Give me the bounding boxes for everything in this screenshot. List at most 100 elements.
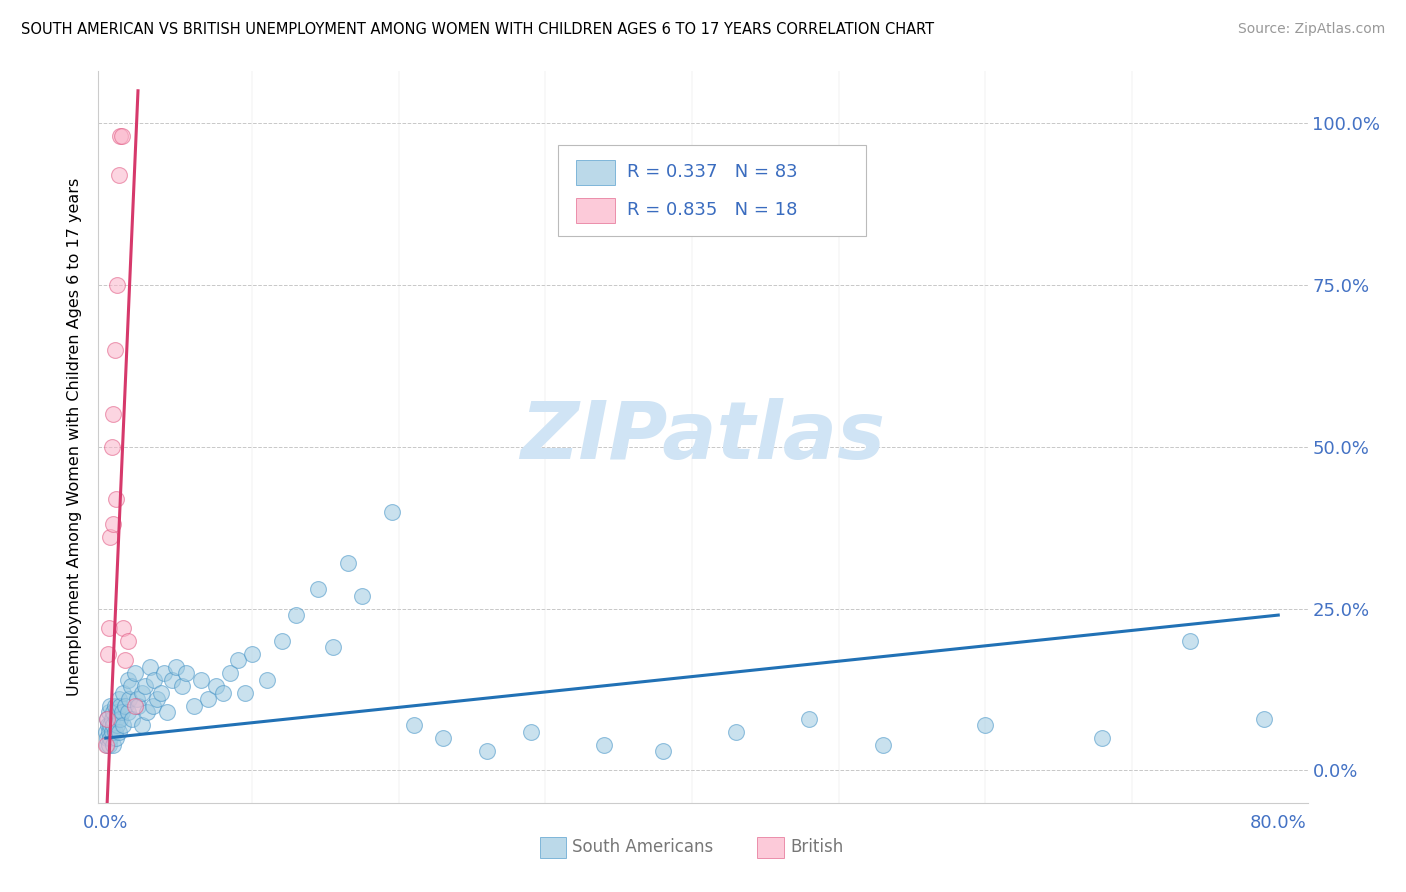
Point bbox=[97, 621, 120, 635]
Point bbox=[97, 724, 120, 739]
Point bbox=[110, 712, 132, 726]
Bar bbox=[576, 160, 614, 185]
Point bbox=[96, 738, 118, 752]
Point bbox=[190, 673, 212, 687]
Bar bbox=[758, 838, 785, 858]
Point bbox=[593, 738, 616, 752]
Point bbox=[117, 634, 139, 648]
Point bbox=[143, 673, 166, 687]
Y-axis label: Unemployment Among Women with Children Ages 6 to 17 years: Unemployment Among Women with Children A… bbox=[67, 178, 83, 696]
Point bbox=[117, 673, 139, 687]
Point bbox=[380, 504, 402, 518]
Point bbox=[651, 744, 673, 758]
Point bbox=[98, 731, 121, 745]
Point bbox=[97, 738, 120, 752]
Point bbox=[125, 692, 148, 706]
Point bbox=[105, 731, 128, 745]
Point bbox=[307, 582, 329, 597]
Point bbox=[150, 686, 173, 700]
Point bbox=[96, 712, 118, 726]
Point bbox=[142, 698, 165, 713]
Point bbox=[124, 666, 146, 681]
Point bbox=[1180, 634, 1202, 648]
Point bbox=[98, 718, 121, 732]
Point bbox=[97, 647, 120, 661]
Point bbox=[402, 718, 425, 732]
Point bbox=[101, 738, 124, 752]
Text: R = 0.337   N = 83: R = 0.337 N = 83 bbox=[627, 163, 797, 181]
Text: Source: ZipAtlas.com: Source: ZipAtlas.com bbox=[1237, 22, 1385, 37]
Point bbox=[270, 634, 292, 648]
Point bbox=[101, 705, 124, 719]
Text: British: British bbox=[790, 838, 844, 856]
Point bbox=[165, 660, 187, 674]
Point bbox=[112, 621, 135, 635]
Text: R = 0.835   N = 18: R = 0.835 N = 18 bbox=[627, 202, 797, 219]
Point bbox=[183, 698, 205, 713]
Point bbox=[212, 686, 235, 700]
Point bbox=[131, 686, 153, 700]
Point bbox=[101, 718, 124, 732]
Point bbox=[197, 692, 219, 706]
Point bbox=[103, 724, 125, 739]
Point bbox=[96, 731, 118, 745]
Point bbox=[103, 698, 125, 713]
Point bbox=[127, 698, 149, 713]
Point bbox=[112, 718, 135, 732]
FancyBboxPatch shape bbox=[558, 145, 866, 235]
Point bbox=[100, 712, 122, 726]
Point bbox=[872, 738, 894, 752]
Point bbox=[176, 666, 198, 681]
Point bbox=[96, 712, 118, 726]
Text: South Americans: South Americans bbox=[572, 838, 714, 856]
Point bbox=[110, 129, 132, 144]
Point bbox=[160, 673, 183, 687]
Point bbox=[219, 666, 242, 681]
Point bbox=[114, 698, 136, 713]
Point bbox=[322, 640, 344, 655]
Point bbox=[285, 608, 308, 623]
Point bbox=[432, 731, 454, 745]
Point bbox=[112, 686, 135, 700]
Point bbox=[226, 653, 249, 667]
Text: ZIPatlas: ZIPatlas bbox=[520, 398, 886, 476]
Point bbox=[336, 557, 359, 571]
Point bbox=[100, 724, 122, 739]
Point bbox=[107, 718, 129, 732]
Text: SOUTH AMERICAN VS BRITISH UNEMPLOYMENT AMONG WOMEN WITH CHILDREN AGES 6 TO 17 YE: SOUTH AMERICAN VS BRITISH UNEMPLOYMENT A… bbox=[21, 22, 934, 37]
Point bbox=[118, 692, 141, 706]
Point bbox=[101, 408, 124, 422]
Point bbox=[233, 686, 256, 700]
Point bbox=[105, 491, 128, 506]
Point bbox=[146, 692, 169, 706]
Point bbox=[240, 647, 263, 661]
Point bbox=[138, 660, 160, 674]
Point bbox=[974, 718, 997, 732]
Point bbox=[724, 724, 747, 739]
Point bbox=[103, 343, 125, 357]
Point bbox=[153, 666, 176, 681]
Point bbox=[799, 712, 821, 726]
Point bbox=[1253, 712, 1275, 726]
Point bbox=[156, 705, 179, 719]
Point bbox=[100, 440, 122, 454]
Point bbox=[96, 738, 118, 752]
Point bbox=[352, 589, 374, 603]
Point bbox=[101, 517, 124, 532]
Bar bbox=[540, 838, 567, 858]
Point bbox=[520, 724, 543, 739]
Point bbox=[110, 698, 132, 713]
Point bbox=[124, 698, 146, 713]
Point bbox=[111, 705, 134, 719]
Point bbox=[475, 744, 498, 758]
Point bbox=[97, 718, 120, 732]
Point bbox=[131, 718, 153, 732]
Point bbox=[108, 724, 131, 739]
Point bbox=[108, 692, 131, 706]
Bar bbox=[576, 198, 614, 223]
Point bbox=[1091, 731, 1114, 745]
Point bbox=[135, 705, 157, 719]
Point bbox=[204, 679, 226, 693]
Point bbox=[121, 712, 143, 726]
Point bbox=[256, 673, 278, 687]
